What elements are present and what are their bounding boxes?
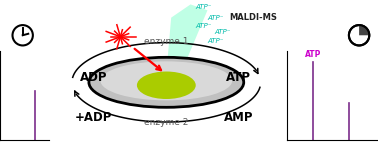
Text: ADP: ADP: [80, 71, 107, 84]
Text: ATP⁻: ATP⁻: [208, 38, 224, 44]
Ellipse shape: [137, 72, 196, 99]
Circle shape: [349, 25, 369, 45]
Text: MALDI-MS: MALDI-MS: [229, 13, 277, 22]
Text: ATP: ATP: [226, 71, 251, 84]
Text: ATP⁻: ATP⁻: [195, 24, 212, 29]
Text: ATP⁻: ATP⁻: [208, 15, 224, 21]
Wedge shape: [359, 26, 369, 35]
Text: AMP: AMP: [224, 111, 254, 124]
Text: ATP⁻: ATP⁻: [195, 4, 212, 10]
Text: enzyme 2: enzyme 2: [144, 118, 189, 127]
Text: enzyme 1: enzyme 1: [144, 37, 189, 46]
Text: ATP⁻: ATP⁻: [215, 29, 231, 35]
Ellipse shape: [89, 57, 244, 107]
Circle shape: [12, 25, 33, 45]
Ellipse shape: [101, 61, 232, 100]
Text: +ADP: +ADP: [75, 111, 112, 124]
Text: ATP: ATP: [305, 50, 321, 59]
Polygon shape: [166, 4, 208, 73]
